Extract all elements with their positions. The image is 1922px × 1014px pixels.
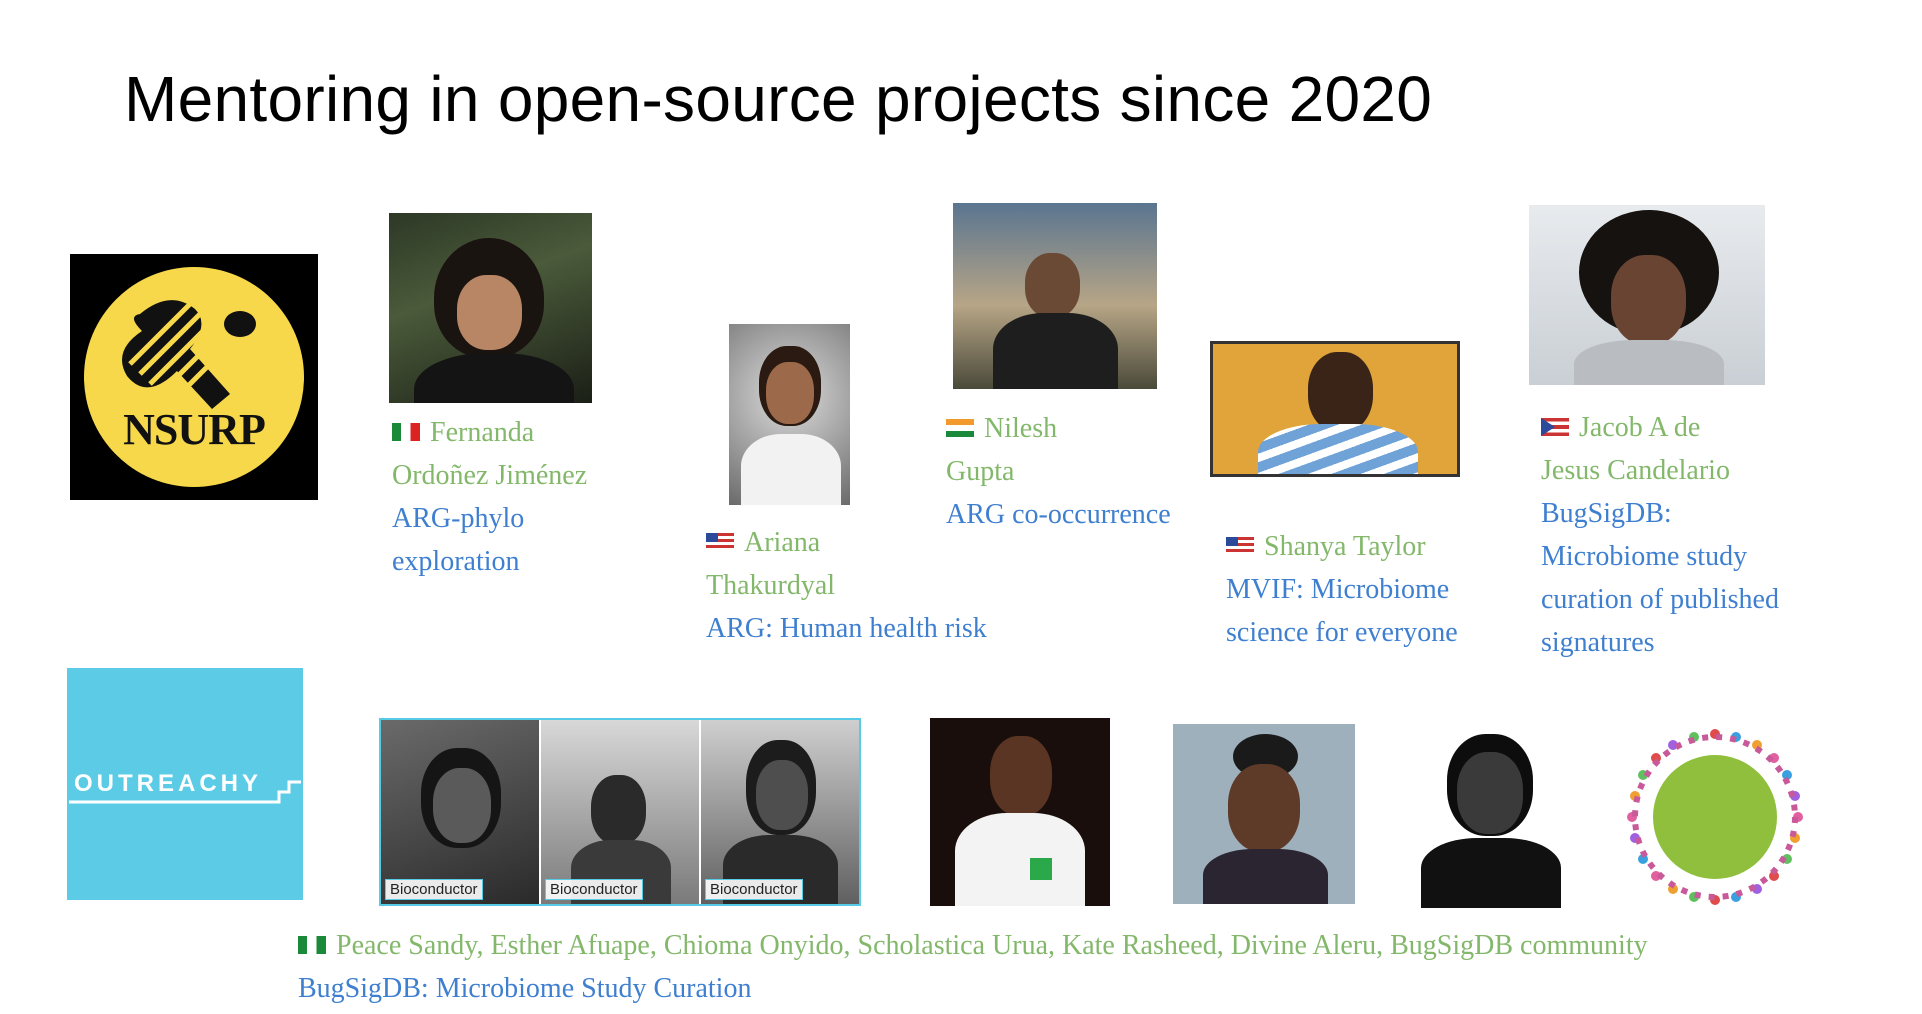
photo-shanya xyxy=(1210,341,1460,477)
mentee-name: Ariana xyxy=(744,527,821,558)
photo-chioma: Bioconductor xyxy=(701,720,859,904)
mentee-name: Ordoñez Jiménez xyxy=(392,460,588,491)
mentee-name: Shanya Taylor xyxy=(1264,531,1426,562)
mentee-project: ARG co-occurrence xyxy=(946,499,1171,530)
photo-ariana xyxy=(729,324,850,505)
group-caption: Peace Sandy, Esther Afuape, Chioma Onyid… xyxy=(298,924,1648,1010)
mentee-project: BugSigDB: xyxy=(1541,498,1672,529)
india-flag-icon xyxy=(946,418,974,437)
community-globe-icon xyxy=(1627,729,1803,905)
mentee-name: Thakurdyal xyxy=(706,570,836,601)
photo-kate xyxy=(1173,724,1355,904)
mentee-name: Fernanda xyxy=(430,417,535,448)
bioconductor-photo-strip: Bioconductor Bioconductor Bioconductor xyxy=(379,718,861,906)
nigeria-flag-icon xyxy=(298,935,326,954)
group-project: BugSigDB: Microbiome Study Curation xyxy=(298,973,752,1004)
mentee-project: curation of published xyxy=(1541,584,1779,615)
mentee-fernanda: Fernanda Ordoñez Jiménez ARG-phylo explo… xyxy=(392,411,587,583)
photo-scholastica xyxy=(930,718,1110,906)
photo-peace: Bioconductor xyxy=(381,720,539,904)
mentee-project: MVIF: Microbiome xyxy=(1226,574,1450,605)
photo-jacob xyxy=(1529,205,1765,385)
mexico-flag-icon xyxy=(392,422,420,441)
nsurp-logo: NSURP xyxy=(70,254,318,500)
usa-flag-icon xyxy=(706,532,734,551)
outreachy-logo: OUTREACHY xyxy=(67,668,303,900)
bioconductor-tag: Bioconductor xyxy=(385,879,483,900)
mentee-project: signatures xyxy=(1541,627,1655,658)
mentee-project: exploration xyxy=(392,546,520,577)
bioconductor-tag: Bioconductor xyxy=(545,879,643,900)
mentee-project: science for everyone xyxy=(1226,617,1458,648)
mentee-jacob: Jacob A de Jesus Candelario BugSigDB: Mi… xyxy=(1541,406,1779,664)
mentee-project: ARG-phylo xyxy=(392,503,525,534)
outreachy-logo-text: OUTREACHY xyxy=(74,770,263,797)
mentee-ariana: Ariana Thakurdyal ARG: Human health risk xyxy=(706,521,987,650)
puerto-rico-flag-icon xyxy=(1541,417,1569,436)
photo-divine xyxy=(1399,730,1581,908)
mentee-nilesh: Nilesh Gupta ARG co-occurrence xyxy=(946,407,1171,536)
medical-cross-icon xyxy=(1030,858,1052,880)
photo-nilesh xyxy=(953,203,1157,389)
mentee-name: Jesus Candelario xyxy=(1541,455,1730,486)
slide-title: Mentoring in open-source projects since … xyxy=(124,63,1433,135)
mentee-project: ARG: Human health risk xyxy=(706,613,987,644)
photo-fernanda xyxy=(389,213,592,403)
photo-esther: Bioconductor xyxy=(541,720,699,904)
nsurp-logo-text: NSURP xyxy=(123,405,266,454)
group-names: Peace Sandy, Esther Afuape, Chioma Onyid… xyxy=(336,930,1648,961)
mentee-name: Gupta xyxy=(946,456,1015,487)
usa-flag-icon xyxy=(1226,536,1254,555)
outreachy-stair-icon xyxy=(69,780,301,804)
bioconductor-tag: Bioconductor xyxy=(705,879,803,900)
mentee-shanya: Shanya Taylor MVIF: Microbiome science f… xyxy=(1226,525,1458,654)
mentee-name: Nilesh xyxy=(984,413,1058,444)
mentee-project: Microbiome study xyxy=(1541,541,1748,572)
mentee-name: Jacob A de xyxy=(1579,412,1701,443)
